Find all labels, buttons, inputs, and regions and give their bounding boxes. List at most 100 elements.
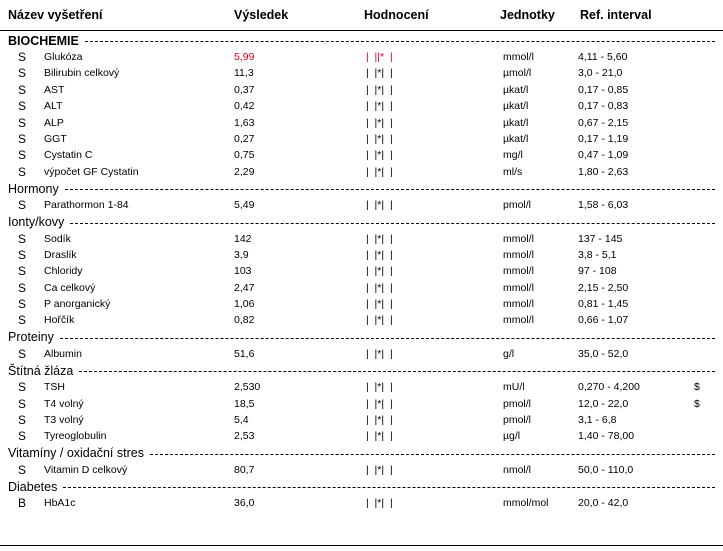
unit: µkat/l <box>503 83 529 96</box>
sample-type: S <box>18 198 27 213</box>
column-header: Název vyšetření <box>8 8 103 22</box>
column-header: Hodnocení <box>364 8 429 22</box>
unit: mmol/l <box>503 314 534 327</box>
result-row: S Draslík 3,9 | |*| | mmol/l 3,8 - 5,1 <box>0 247 723 263</box>
test-name: ALP <box>44 116 64 129</box>
sample-type: S <box>18 413 27 428</box>
result: 5,99 <box>234 51 255 63</box>
test-name: P anorganický <box>44 298 111 311</box>
reference-interval: 35,0 - 52,0 <box>578 347 629 360</box>
reference-interval: 0,66 - 1,07 <box>578 314 629 327</box>
test-name: Glukóza <box>44 51 83 63</box>
dashed-rule <box>79 371 715 373</box>
result: 5,49 <box>234 199 255 212</box>
unit: g/l <box>503 347 515 360</box>
result-row: S Parathormon 1-84 5,49 | |*| | pmol/l 1,58 -… <box>0 197 723 213</box>
result: 2,47 <box>234 281 255 294</box>
reference-interval: 4,11 - 5,60 <box>578 51 628 63</box>
result-row: S Vitamin D celkový 80,7 | |*| | nmol/l 50,0 … <box>0 462 723 478</box>
sample-type: S <box>18 50 27 64</box>
test-name: Tyreoglobulin <box>44 430 107 443</box>
section-header: Hormony <box>0 180 723 197</box>
table-header: Název vyšetření Výsledek Hodnocení Jednotky… <box>0 0 723 31</box>
unit: mg/l <box>503 149 523 162</box>
rating: | |*| | <box>366 298 393 311</box>
section-header: BIOCHEMIE <box>0 32 723 49</box>
sample-type: S <box>18 231 27 246</box>
reference-interval: 0,17 - 0,83 <box>578 100 629 113</box>
section-title: Štítná žláza <box>8 363 74 378</box>
sample-type: S <box>18 115 27 130</box>
reference-interval: 3,1 - 6,8 <box>578 414 617 427</box>
reference-interval: 0,67 - 2,15 <box>578 116 629 129</box>
test-name: ALT <box>44 100 63 113</box>
rating: | |*| | <box>366 281 393 294</box>
rating: | |*| | <box>366 265 393 278</box>
reference-interval: 0,17 - 0,85 <box>578 83 629 96</box>
result: 3,9 <box>234 248 249 261</box>
test-name: AST <box>44 83 65 96</box>
dashed-rule <box>63 487 715 489</box>
sample-type: S <box>18 396 27 411</box>
dashed-rule <box>59 337 715 339</box>
result: 1,06 <box>234 298 255 311</box>
sample-type: S <box>18 148 27 163</box>
test-name: Bilirubin celkový <box>44 67 120 80</box>
section-header: Proteiny <box>0 329 723 346</box>
sample-type: S <box>18 131 27 146</box>
sample-type: S <box>18 429 27 444</box>
rating: | |*| | <box>366 414 393 427</box>
sample-type: S <box>18 280 27 295</box>
reference-interval: 12,0 - 22,0 <box>578 397 629 410</box>
rating: | |*| | <box>366 199 393 212</box>
rating: | |*| | <box>366 100 393 113</box>
result: 2,530 <box>234 381 261 394</box>
result: 0,37 <box>234 83 255 96</box>
sample-type: S <box>18 380 27 395</box>
section-header: Vitamíny / oxidační stres <box>0 445 723 462</box>
section-header: Štítná žláza <box>0 362 723 379</box>
result-row: S T4 volný 18,5 | |*| | pmol/l 12,0 - 22,0 $ <box>0 396 723 412</box>
sample-type: S <box>18 346 27 361</box>
result-row: S Albumin 51,6 | |*| | g/l 35,0 - 52,0 <box>0 346 723 362</box>
test-name: Parathormon 1-84 <box>44 199 129 212</box>
result-row: B HbA1c 36,0 | |*| | mmol/mol 20,0 - 42,0 <box>0 495 723 511</box>
result: 80,7 <box>234 463 255 476</box>
section-title: Hormony <box>8 181 59 196</box>
result-row: S Sodík 142 | |*| | mmol/l 137 - 145 <box>0 231 723 247</box>
reference-interval: 3,0 - 21,0 <box>578 67 623 80</box>
result: 18,5 <box>234 397 255 410</box>
unit: pmol/l <box>503 199 532 212</box>
result: 2,53 <box>234 430 255 443</box>
result-row: S Hořčík 0,82 | |*| | mmol/l 0,66 - 1,07 <box>0 312 723 328</box>
result-row: S TSH 2,530 | |*| | mU/l 0,270 - 4,200 $ <box>0 379 723 395</box>
test-name: Draslík <box>44 248 77 261</box>
result: 0,42 <box>234 100 255 113</box>
section-title: BIOCHEMIE <box>8 33 79 48</box>
test-name: Vitamin D celkový <box>44 463 128 476</box>
result-row: S AST 0,37 | |*| | µkat/l 0,17 - 0,85 <box>0 82 723 98</box>
rating: | |*| | <box>366 165 393 178</box>
result-row: S ALT 0,42 | |*| | µkat/l 0,17 - 0,83 <box>0 98 723 114</box>
sample-type: S <box>18 66 27 81</box>
result-row: S Cystatin C 0,75 | |*| | mg/l 0,47 - 1,09 <box>0 147 723 163</box>
rating: | |*| | <box>366 347 393 360</box>
sample-type: S <box>18 297 27 312</box>
rating: | |*| | <box>366 381 393 394</box>
test-name: Cystatin C <box>44 149 93 162</box>
rating: | ||* | <box>366 51 393 63</box>
rating: | |*| | <box>366 83 393 96</box>
sample-type: S <box>18 247 27 262</box>
test-name: Hořčík <box>44 314 75 327</box>
result-row: S P anorganický 1,06 | |*| | mmol/l 0,81 - 1,… <box>0 296 723 312</box>
result-row: S ALP 1,63 | |*| | µkat/l 0,67 - 2,15 <box>0 115 723 131</box>
test-name: Sodík <box>44 232 71 245</box>
results-table: BIOCHEMIE S Glukóza 5,99 | ||* | mmol/l 4,11 -… <box>0 32 723 512</box>
unit: mmol/l <box>503 232 534 245</box>
unit: mU/l <box>503 381 525 394</box>
reference-interval: 0,47 - 1,09 <box>578 149 629 162</box>
sample-type: S <box>18 82 27 97</box>
result: 1,63 <box>234 116 255 129</box>
unit: nmol/l <box>503 463 532 476</box>
unit: mmol/l <box>503 248 534 261</box>
